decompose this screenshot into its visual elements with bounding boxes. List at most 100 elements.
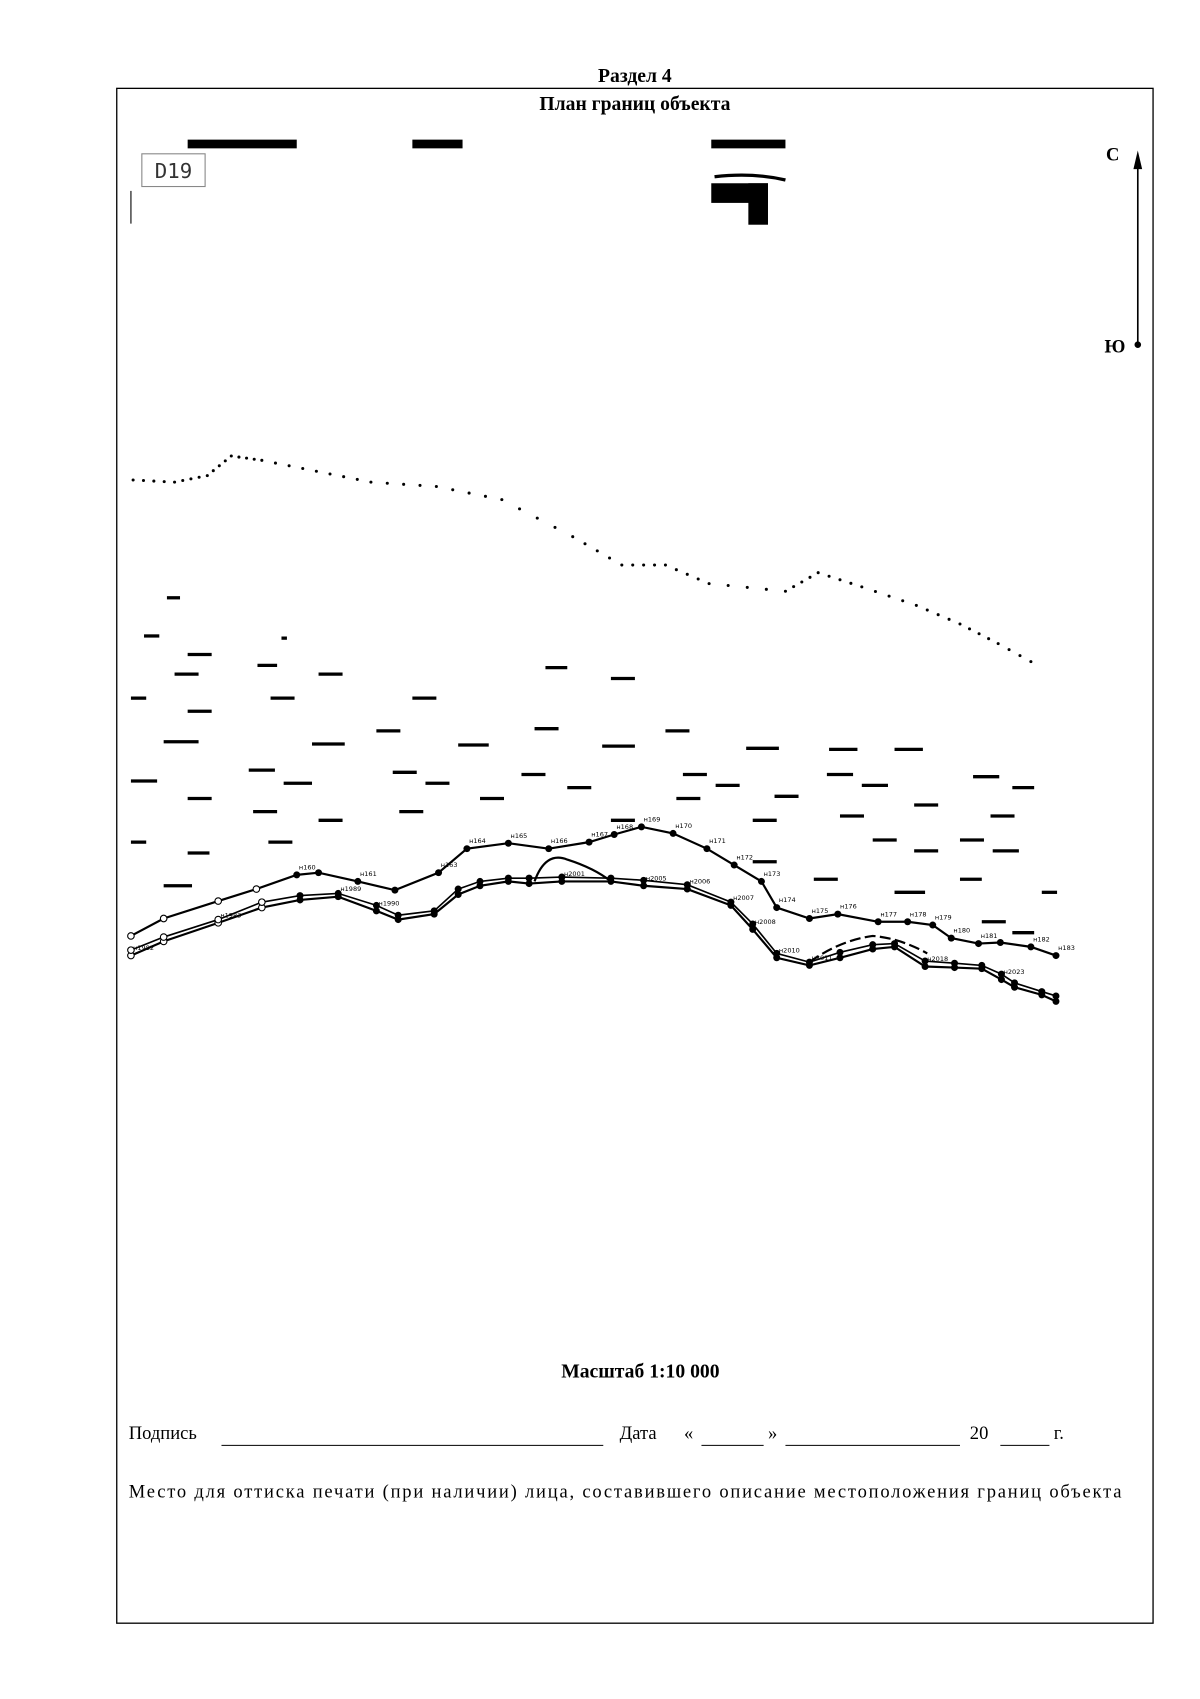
vertex bbox=[874, 918, 882, 926]
dot bbox=[301, 466, 305, 471]
south: Ю bbox=[1104, 336, 1125, 357]
vertex bbox=[640, 876, 648, 884]
dot bbox=[418, 483, 422, 487]
vertex bbox=[545, 845, 553, 853]
vertex bbox=[391, 886, 399, 894]
point-label: н1990 bbox=[379, 899, 400, 907]
point-label: н1983 bbox=[220, 911, 241, 919]
dot bbox=[663, 563, 667, 567]
point-label: н173 bbox=[764, 870, 781, 878]
century: 20 bbox=[970, 1423, 989, 1444]
vertex bbox=[454, 891, 462, 898]
dot bbox=[328, 472, 332, 476]
point-label: н166 bbox=[551, 837, 568, 845]
point-label: н178 bbox=[910, 910, 927, 918]
vertex bbox=[159, 933, 168, 941]
dot bbox=[467, 491, 471, 495]
vertex bbox=[525, 874, 533, 882]
point-label: н175 bbox=[812, 907, 829, 915]
point-label: н2010 bbox=[779, 946, 800, 954]
vertex bbox=[463, 845, 471, 853]
bump bbox=[533, 856, 612, 883]
dot bbox=[245, 456, 249, 460]
point-label: н172 bbox=[736, 854, 753, 862]
point-label: н161 bbox=[360, 870, 377, 878]
dot bbox=[355, 477, 359, 481]
vertex bbox=[703, 845, 711, 853]
signature-label: Подпись bbox=[129, 1423, 197, 1444]
vertex bbox=[315, 869, 323, 877]
dot bbox=[947, 617, 951, 621]
dot bbox=[914, 603, 918, 607]
boundary bbox=[130, 825, 1057, 957]
vertex bbox=[773, 949, 781, 957]
dot bbox=[260, 458, 264, 462]
vertex bbox=[334, 889, 342, 897]
point-label: н1989 bbox=[340, 885, 361, 893]
vertex bbox=[921, 957, 929, 965]
vertex bbox=[504, 839, 512, 847]
dot bbox=[987, 637, 991, 641]
vertex bbox=[869, 941, 877, 949]
point-label: н2005 bbox=[646, 874, 667, 882]
point-label: н168 bbox=[616, 823, 633, 831]
vertex bbox=[921, 963, 929, 970]
point-label: н160 bbox=[299, 863, 316, 871]
dot bbox=[901, 599, 905, 603]
vertex bbox=[975, 940, 983, 948]
dot bbox=[827, 574, 831, 578]
dot bbox=[287, 464, 291, 468]
dot bbox=[211, 469, 215, 473]
point-label: н180 bbox=[953, 927, 970, 935]
point-label: н2001 bbox=[564, 870, 585, 878]
vertex bbox=[947, 934, 955, 942]
point-label: н163 bbox=[441, 861, 458, 869]
point-label: н2023 bbox=[1004, 968, 1025, 976]
vertex bbox=[834, 910, 842, 918]
scale: Масштаб 1:10 000 bbox=[561, 1362, 720, 1383]
year-suffix: г. bbox=[1054, 1423, 1064, 1444]
dot bbox=[229, 454, 233, 458]
dot bbox=[816, 571, 820, 575]
dot bbox=[685, 572, 689, 576]
dot bbox=[369, 480, 373, 484]
vertex bbox=[435, 869, 443, 877]
dot bbox=[887, 594, 891, 598]
dot bbox=[141, 478, 146, 483]
dot bbox=[385, 481, 389, 485]
dot bbox=[800, 580, 804, 584]
vertex bbox=[476, 877, 484, 885]
point-label: н177 bbox=[880, 910, 897, 918]
dot bbox=[925, 608, 929, 612]
label-box bbox=[141, 153, 206, 188]
point-label: н174 bbox=[779, 896, 796, 904]
vertex bbox=[1027, 943, 1035, 951]
vertex bbox=[640, 882, 648, 890]
dot bbox=[197, 475, 201, 479]
point-label: н2007 bbox=[733, 894, 754, 902]
dot bbox=[726, 583, 730, 588]
vertex bbox=[805, 915, 813, 922]
vertex bbox=[1052, 997, 1060, 1005]
quote: « bbox=[684, 1423, 693, 1444]
dot bbox=[977, 632, 981, 636]
dot bbox=[451, 488, 455, 492]
dot bbox=[783, 589, 787, 593]
vertex bbox=[836, 948, 844, 956]
date-label: Дата bbox=[620, 1423, 657, 1444]
vertex bbox=[997, 970, 1005, 978]
point-label: н2008 bbox=[755, 918, 776, 926]
dot bbox=[860, 585, 864, 589]
vertex bbox=[773, 904, 781, 912]
point-label: н164 bbox=[469, 837, 486, 845]
dot bbox=[608, 556, 612, 560]
point-label: н2011 bbox=[812, 954, 833, 962]
boundary bbox=[130, 880, 1057, 1003]
point-label: н167 bbox=[591, 831, 608, 839]
vertex bbox=[558, 873, 566, 881]
vertex bbox=[1038, 988, 1046, 996]
north: С bbox=[1106, 144, 1119, 165]
dot bbox=[205, 474, 209, 478]
point-label: н181 bbox=[981, 932, 998, 940]
vertex bbox=[1052, 992, 1060, 1000]
